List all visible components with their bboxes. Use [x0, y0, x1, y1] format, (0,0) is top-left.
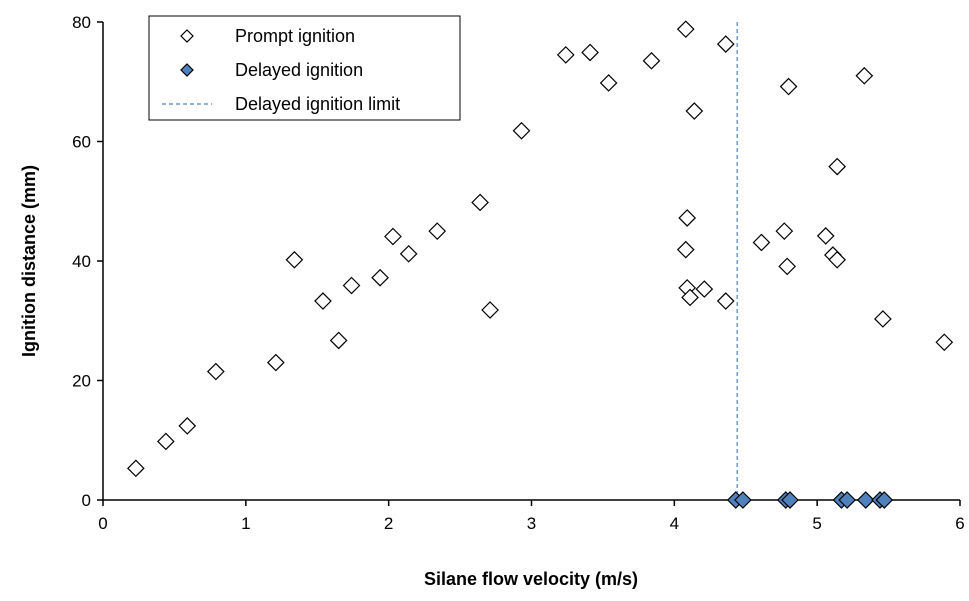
prompt-ignition-point: [581, 43, 599, 62]
y-tick-label: 40: [72, 252, 91, 271]
x-tick-label: 0: [98, 514, 107, 533]
legend-items: Prompt ignition Delayed ignition Delayed i…: [162, 26, 400, 114]
prompt-ignition-point: [716, 35, 735, 53]
legend-label: Delayed ignition: [235, 60, 363, 80]
legend-diamond-swatch: [180, 29, 194, 43]
prompt-ignition-point: [599, 74, 618, 92]
delayed-ignition-point: [781, 491, 799, 509]
y-tick-label: 20: [72, 372, 91, 391]
prompt-ignition-point: [685, 102, 704, 120]
prompt-ignition-point: [874, 310, 892, 328]
legend-label: Delayed ignition limit: [235, 94, 400, 114]
delayed-ignition-point: [856, 491, 875, 509]
legend-diamond-swatch: [180, 63, 194, 77]
prompt-ignition-point: [855, 66, 874, 85]
prompt-ignition-point: [676, 240, 695, 259]
prompt-ignition-point: [779, 77, 798, 96]
prompt-ignition-point: [778, 257, 797, 276]
prompt-ignition-point: [695, 280, 714, 298]
prompt-ignition-point: [342, 276, 361, 295]
x-tick-label: 1: [241, 514, 250, 533]
x-tick-label: 3: [527, 514, 536, 533]
delayed-ignition-point: [734, 491, 752, 509]
prompt-ignition-point: [816, 227, 835, 245]
x-axis-ticks: 0 1 2 3 4 5 6: [98, 500, 965, 533]
prompt-ignition-point: [314, 292, 332, 310]
x-tick-label: 6: [955, 514, 964, 533]
prompt-ignition-point: [556, 46, 575, 64]
prompt-ignition-point: [206, 362, 225, 381]
prompt-ignition-point: [428, 222, 447, 240]
prompt-ignition-point: [329, 331, 348, 350]
x-axis-title: Silane flow velocity (m/s): [424, 569, 638, 589]
prompt-ignition-point: [775, 222, 794, 240]
x-tick-label: 5: [812, 514, 821, 533]
plot-area: 0 20 40 60 80 0 1 2 3 4 5 6: [72, 13, 965, 533]
prompt-ignition-point: [512, 121, 531, 140]
delayed-ignition-point: [838, 491, 857, 509]
prompt-ignition-point: [178, 417, 197, 435]
y-tick-label: 80: [72, 13, 91, 32]
legend-box: [148, 15, 461, 121]
prompt-ignition-point: [266, 353, 285, 372]
prompt-ignition-point: [752, 233, 771, 252]
legend: Prompt ignition Delayed ignition Delayed i…: [148, 15, 461, 121]
prompt-ignition-point: [399, 244, 418, 263]
prompt-ignition-point: [471, 193, 489, 212]
x-tick-label: 4: [670, 514, 679, 533]
prompt-ignition-point: [828, 250, 847, 269]
prompt-ignition-point: [678, 209, 697, 227]
x-tick-label: 2: [384, 514, 393, 533]
prompt-ignition-point: [642, 51, 661, 70]
prompt-ignition-point: [384, 227, 402, 246]
delayed-ignition-point: [875, 491, 894, 509]
prompt-ignition-point: [716, 292, 735, 310]
prompt-ignition-point: [481, 301, 499, 319]
y-tick-label: 60: [72, 133, 91, 152]
y-axis-title: Ignition distance (mm): [19, 165, 39, 357]
prompt-ignition-point: [681, 288, 699, 307]
y-axis-ticks: 0 20 40 60 80: [72, 13, 103, 510]
y-tick-label: 0: [82, 491, 91, 510]
prompt-ignition-point: [828, 157, 847, 176]
prompt-ignition-point: [676, 20, 695, 39]
legend-label: Prompt ignition: [235, 26, 355, 46]
prompt-ignition-point: [156, 432, 175, 451]
prompt-ignition-point: [285, 250, 304, 269]
prompt-ignition-point: [371, 268, 389, 287]
prompt-ignition-point: [935, 333, 954, 352]
prompt-ignition-point: [127, 459, 145, 478]
data-points: [127, 20, 954, 509]
